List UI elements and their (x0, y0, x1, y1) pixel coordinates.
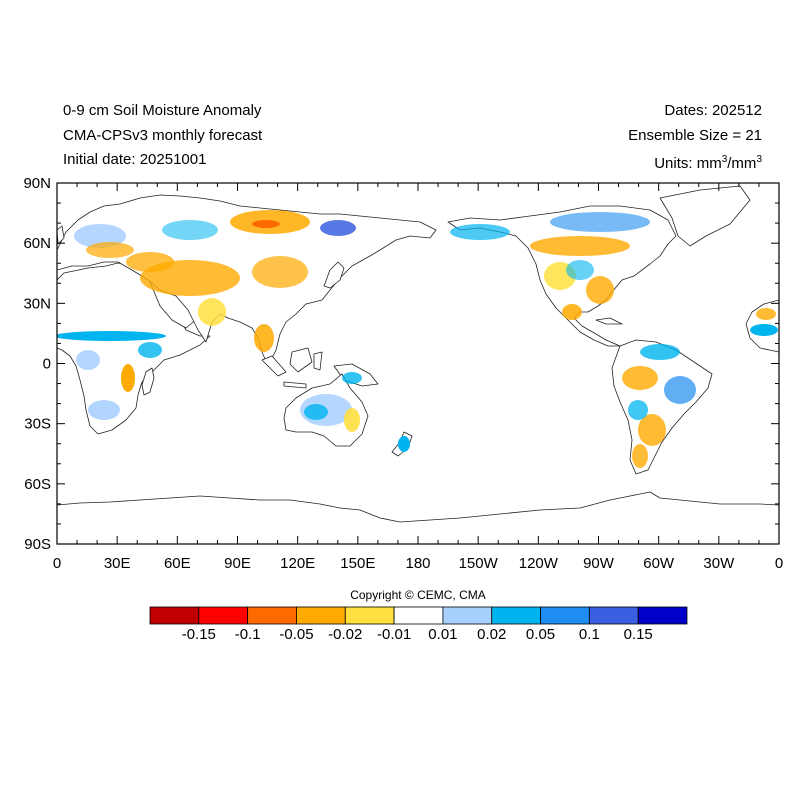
dry-patch-india (198, 298, 226, 326)
colorbar-swatch (540, 606, 590, 625)
colorbar (149, 606, 688, 625)
dry-patch-mexico (562, 304, 582, 320)
lat-tick-label: 30N (23, 295, 51, 312)
colorbar-swatch (637, 606, 688, 625)
anomaly-patches (57, 210, 778, 468)
wet-patch-brazil (664, 376, 696, 404)
dry-patch-australia-east (344, 408, 360, 432)
dry-patch-usa-east (586, 276, 614, 304)
colorbar-tick-label: -0.1 (234, 626, 261, 643)
colorbar-tick-label: 0.01 (428, 626, 458, 643)
wet-patch-south-africa (88, 400, 120, 420)
wet-band-sahel (57, 331, 166, 341)
wet-patch-argentina (628, 400, 648, 420)
greenland-outline (659, 185, 751, 247)
colorbar-swatch (296, 606, 346, 625)
wet-patch-canada (550, 212, 650, 232)
lat-tick-label: 90N (23, 175, 51, 192)
dry-patch-china (252, 256, 308, 288)
axis-ticks (56, 182, 780, 545)
colorbar-tick-label: -0.05 (279, 626, 314, 643)
lat-tick-label: 0 (43, 356, 51, 373)
units-label: Units: mm3/mm3 (654, 154, 762, 172)
ensemble-size-label: Ensemble Size = 21 (628, 127, 762, 144)
colorbar-swatch (491, 606, 541, 625)
map-title-line3: Initial date: 20251001 (63, 151, 207, 168)
lat-tick-label: 90S (24, 536, 51, 553)
colorbar-swatch (442, 606, 493, 625)
map-area (57, 183, 779, 544)
lon-tick-label: 180 (405, 555, 430, 572)
sumatra-outline (261, 355, 287, 377)
lon-tick-label: 120E (280, 555, 315, 572)
madagascar-outline (141, 367, 155, 396)
colorbar-swatch (344, 606, 395, 625)
lon-tick-label: 60E (164, 555, 191, 572)
wet-patch-russia (162, 220, 218, 240)
dry-patch-europe (86, 242, 134, 258)
wet-patch-usa-central (566, 260, 594, 280)
lat-tick-label: 30S (24, 416, 51, 433)
uk-outline (57, 225, 65, 245)
wet-patch-new-zealand (398, 436, 410, 452)
lon-tick-label: 90E (224, 555, 251, 572)
colorbar-tick-label: -0.01 (376, 626, 412, 643)
dry-patch-patagonia (632, 444, 648, 468)
dry-patch-middle-east (126, 252, 174, 272)
wet-patch-europe (74, 224, 126, 248)
dry-patch-west-africa-right (756, 308, 776, 320)
dry-patch-east-africa (121, 364, 135, 392)
colorbar-tick-label: -0.02 (328, 626, 363, 643)
lon-tick-label: 60W (643, 555, 675, 572)
lat-tick-label: 60S (24, 476, 51, 493)
wet-patch-alaska (450, 224, 510, 240)
colorbar-swatch (149, 606, 200, 625)
dry-patch-indochina (254, 324, 274, 352)
lon-tick-label: 150W (459, 555, 499, 572)
wet-patch-east-siberia (320, 220, 356, 236)
antarctica-outline (57, 491, 779, 544)
colorbar-tick-label: 0.1 (578, 626, 600, 643)
colorbar-tick-label: -0.15 (181, 626, 216, 643)
colorbar-tick-label: 0.02 (477, 626, 507, 643)
wet-patch-png (342, 372, 362, 384)
wet-patch-west-africa-right (750, 324, 778, 336)
cuba-outline (595, 317, 623, 325)
japan-outline (323, 261, 345, 289)
lon-tick-label: 90W (583, 555, 615, 572)
copyright-label: Copyright © CEMC, CMA (350, 588, 486, 602)
wet-patch-amazon (640, 344, 680, 360)
colorbar-swatch (247, 606, 297, 625)
wet-patch-west-africa (76, 350, 100, 370)
dates-label: Dates: 202512 (664, 102, 762, 119)
colorbar-tick-label: 0.15 (623, 626, 653, 643)
colorbar-swatch (588, 606, 639, 625)
map-title-line1: 0-9 cm Soil Moisture Anomaly (63, 102, 262, 119)
dry-patch-canada (530, 236, 630, 256)
lon-tick-label: 120W (519, 555, 559, 572)
dry-patch-brazil (622, 366, 658, 390)
wet-patch-east-africa (138, 342, 162, 358)
lat-tick-label: 60N (23, 235, 51, 252)
colorbar-tick-label: 0.05 (525, 626, 556, 643)
sulawesi-outline (313, 351, 323, 371)
lon-tick-label: 0 (775, 555, 783, 572)
lon-tick-label: 30E (104, 555, 131, 572)
colorbar-swatch (198, 606, 249, 625)
lon-tick-label: 30W (703, 555, 735, 572)
map-title-line2: CMA-CPSv3 monthly forecast (63, 127, 263, 144)
lon-tick-label: 150E (340, 555, 375, 572)
java-outline (283, 381, 307, 389)
colorbar-swatch (393, 606, 444, 625)
wet-patch-australia-core (304, 404, 328, 420)
dry-patch-argentina (638, 414, 666, 446)
lon-tick-label: 0 (53, 555, 61, 572)
dry-patch-siberia-core (252, 220, 280, 228)
borneo-outline (289, 347, 313, 373)
